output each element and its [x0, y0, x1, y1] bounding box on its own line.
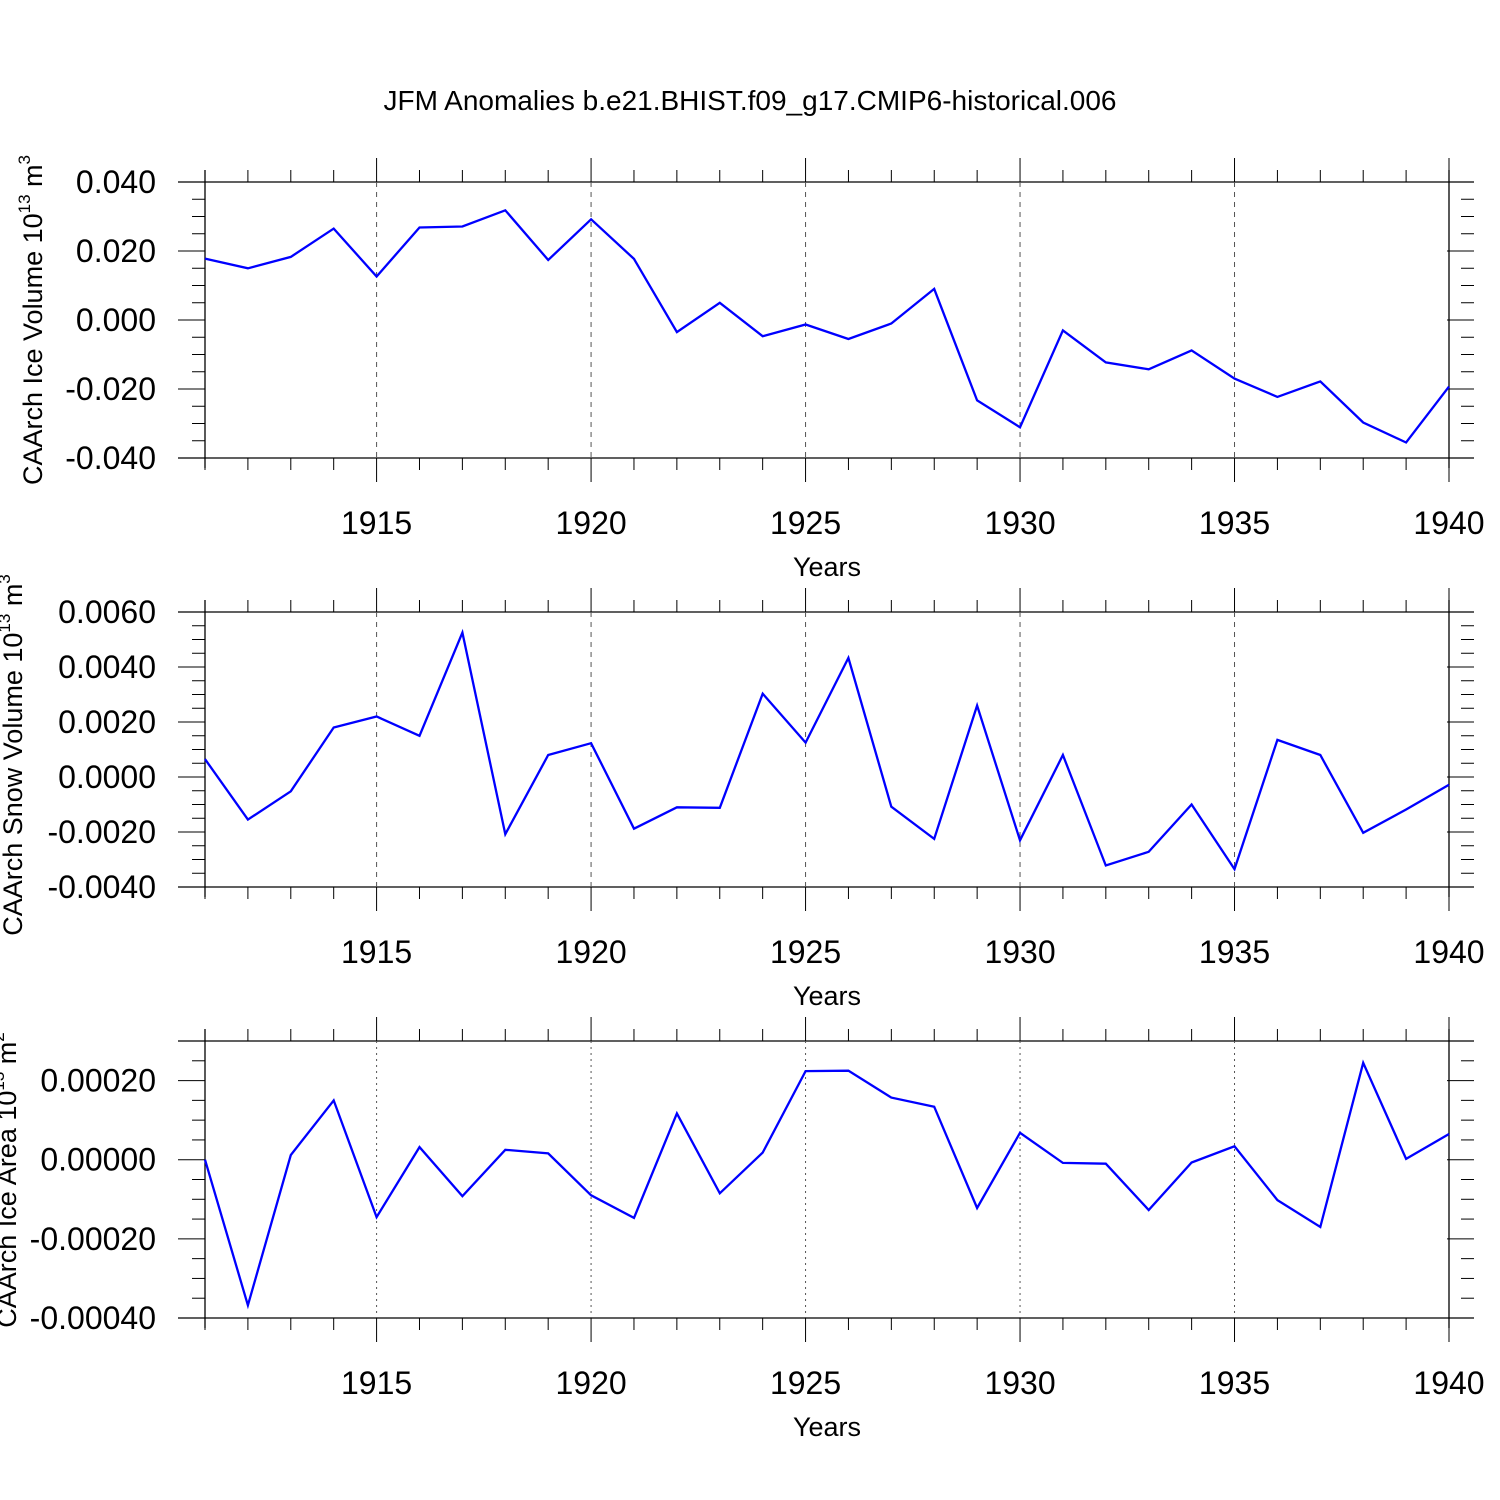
y-axis-label-exponent: 13 [15, 194, 34, 213]
series-line [203, 1059, 1450, 1310]
y-tick-label: 0.0040 [58, 649, 156, 685]
y-tick-label: 0.00020 [40, 1063, 156, 1099]
x-axis-label: Years [793, 1412, 861, 1442]
y-tick-label: 0.00000 [40, 1142, 156, 1178]
chart-title: JFM Anomalies b.e21.BHIST.f09_g17.CMIP6-… [383, 85, 1116, 116]
y-tick-label: 0.020 [76, 233, 156, 269]
x-tick-label: 1920 [555, 1365, 626, 1401]
y-axis-label-exponent: 13 [0, 614, 14, 633]
y-axis-label-unit-exponent: 3 [15, 155, 34, 164]
x-tick-label: 1935 [1199, 1365, 1270, 1401]
y-tick-label: -0.00040 [30, 1300, 156, 1336]
y-axis-label-unit: m [0, 584, 28, 614]
series-line [204, 208, 1450, 444]
x-tick-label: 1925 [770, 505, 841, 541]
y-tick-label: -0.00020 [30, 1221, 156, 1257]
series-line [204, 628, 1450, 872]
y-axis-label-unit-exponent: 3 [0, 574, 14, 583]
y-tick-label: 0.0020 [58, 704, 156, 740]
ice-area-panel: 1915 1920 1925 1930 1935 1940 -0.00040 -0.00020… [0, 1017, 1485, 1442]
x-tick-label: 1915 [341, 505, 412, 541]
y-tick-label: 0.0000 [58, 759, 156, 795]
x-tick-label: 1915 [341, 1365, 412, 1401]
x-tick-label: 1915 [341, 934, 412, 970]
snow-volume-panel: 1915 1920 1925 1930 1935 1940 -0.0040 -0.0020 0.… [0, 574, 1485, 1011]
y-tick-label: 0.040 [76, 164, 156, 200]
y-axis-label-text: CAArch Ice Area 10 [0, 1091, 22, 1328]
x-tick-label: 1940 [1413, 1365, 1484, 1401]
y-axis-label-text: CAArch Ice Volume 10 [18, 213, 48, 485]
x-tick-label: 1940 [1413, 505, 1484, 541]
x-tick-label: 1930 [984, 505, 1055, 541]
x-tick-label: 1935 [1199, 505, 1270, 541]
ice-volume-panel: 1915 1920 1925 1930 1935 1940 -0.040 -0.020 0.00… [15, 155, 1485, 582]
x-tick-label: 1925 [770, 934, 841, 970]
y-tick-label: 0.0060 [58, 594, 156, 630]
x-tick-label: 1920 [555, 505, 626, 541]
y-axis-label-exponent: 13 [0, 1072, 8, 1091]
x-axis-label: Years [793, 552, 861, 582]
y-tick-label: -0.040 [65, 440, 156, 476]
y-axis-label-unit-exponent: 2 [0, 1032, 8, 1041]
y-tick-label: -0.0040 [47, 869, 156, 905]
y-axis-label-unit: m [18, 164, 48, 194]
x-axis-label: Years [793, 981, 861, 1011]
x-tick-label: 1930 [984, 934, 1055, 970]
y-tick-label: -0.020 [65, 371, 156, 407]
x-tick-label: 1940 [1413, 934, 1484, 970]
y-axis-label: CAArch Snow Volume 1013 m3 [0, 574, 28, 936]
y-axis-label-text: CAArch Snow Volume 10 [0, 633, 28, 936]
x-tick-label: 1935 [1199, 934, 1270, 970]
x-tick-label: 1920 [555, 934, 626, 970]
y-axis-label: CAArch Ice Area 1013 m2 [0, 1032, 22, 1328]
y-tick-label: -0.0020 [47, 814, 156, 850]
x-tick-label: 1930 [984, 1365, 1055, 1401]
y-axis-label-unit: m [0, 1042, 22, 1072]
y-tick-label: 0.000 [76, 302, 156, 338]
y-axis-label: CAArch Ice Volume 1013 m3 [15, 155, 48, 485]
x-tick-label: 1925 [770, 1365, 841, 1401]
